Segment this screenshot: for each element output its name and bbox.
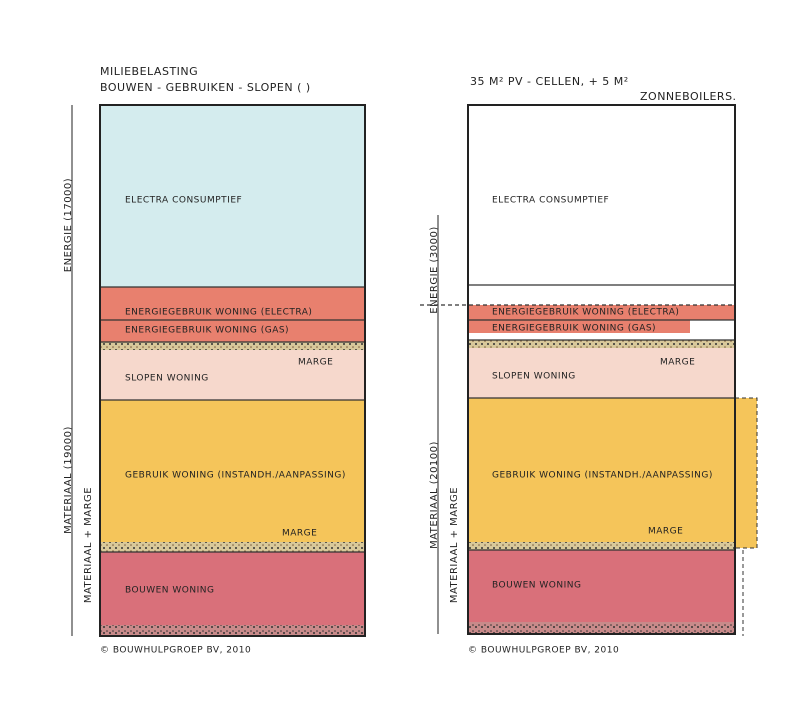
segment-label: MARGE bbox=[282, 529, 317, 539]
segment bbox=[100, 342, 365, 350]
segment bbox=[468, 622, 735, 634]
segment-label: ENERGIEGEBRUIK WONING (ELECTRA) bbox=[492, 308, 679, 318]
title: 35 M² PV - CELLEN, + 5 M² bbox=[470, 75, 629, 88]
segment bbox=[468, 542, 735, 550]
segment bbox=[468, 305, 735, 320]
bar-outline bbox=[467, 104, 736, 635]
left-panel: MILIEBELASTING BOUWEN - GEBRUIKEN - SLOP… bbox=[63, 65, 366, 656]
segment bbox=[100, 400, 365, 542]
segment bbox=[468, 348, 735, 398]
segment bbox=[100, 542, 365, 552]
segment bbox=[100, 320, 365, 342]
segment-label: MARGE bbox=[298, 358, 333, 368]
title: MILIEBELASTING bbox=[100, 65, 198, 78]
segment-label: SLOPEN WONING bbox=[125, 374, 209, 384]
segment bbox=[100, 105, 365, 287]
segment bbox=[100, 350, 365, 400]
side-label: MATERIAAL + MARGE bbox=[449, 487, 460, 603]
side-label: ENERGIE (3000) bbox=[429, 226, 440, 314]
segment-label: ELECTRA CONSUMPTIEF bbox=[492, 196, 609, 206]
segment bbox=[468, 550, 735, 622]
segment-label: GEBRUIK WONING (INSTANDH./AANPASSING) bbox=[492, 471, 713, 481]
segment-label: MARGE bbox=[648, 527, 683, 537]
side-label: ENERGIE (17000) bbox=[63, 178, 74, 272]
side-label: MATERIAAL (20100) bbox=[429, 441, 440, 549]
segment bbox=[468, 320, 690, 333]
segment-label: BOUWEN WONING bbox=[125, 586, 214, 596]
extension bbox=[734, 397, 758, 549]
segment-label: ENERGIEGEBRUIK WONING (GAS) bbox=[125, 326, 289, 336]
segment-label: SLOPEN WONING bbox=[492, 372, 576, 382]
segment-label: ENERGIEGEBRUIK WONING (ELECTRA) bbox=[125, 308, 312, 318]
segment bbox=[100, 625, 365, 636]
segment bbox=[100, 552, 365, 625]
segment-label: BOUWEN WONING bbox=[492, 581, 581, 591]
side-label: MATERIAAL (19000) bbox=[63, 426, 74, 534]
footer: © BOUWHULPGROEP BV, 2010 bbox=[468, 646, 619, 656]
bar-outline bbox=[99, 104, 366, 637]
side-label: MATERIAAL + MARGE bbox=[83, 487, 94, 603]
segment-label: ELECTRA CONSUMPTIEF bbox=[125, 196, 242, 206]
segment-label: MARGE bbox=[660, 358, 695, 368]
segment-label: ENERGIEGEBRUIK WONING (GAS) bbox=[492, 324, 656, 334]
segment bbox=[468, 398, 735, 542]
title: BOUWEN - GEBRUIKEN - SLOPEN ( ) bbox=[100, 81, 311, 94]
segment-label: GEBRUIK WONING (INSTANDH./AANPASSING) bbox=[125, 471, 346, 481]
right-panel: 35 M² PV - CELLEN, + 5 M² ZONNEBOILERS. … bbox=[420, 75, 758, 656]
footer: © BOUWHULPGROEP BV, 2010 bbox=[100, 646, 251, 656]
title: ZONNEBOILERS. bbox=[640, 90, 737, 103]
segment bbox=[468, 340, 735, 348]
segment bbox=[100, 287, 365, 320]
